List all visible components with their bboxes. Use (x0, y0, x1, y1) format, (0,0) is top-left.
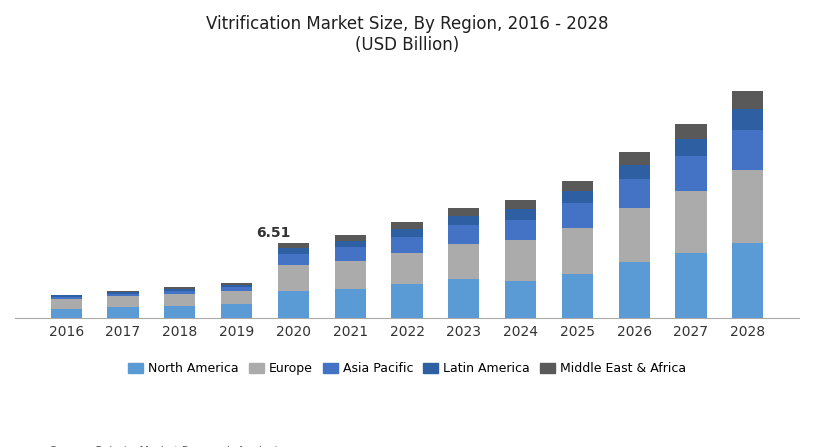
Bar (732, 170, 764, 243)
Bar (164, 294, 195, 306)
Bar (619, 179, 650, 208)
Bar (732, 110, 764, 130)
Bar (619, 152, 650, 165)
Bar (732, 130, 764, 170)
Bar (107, 291, 138, 292)
Legend: North America, Europe, Asia Pacific, Latin America, Middle East & Africa: North America, Europe, Asia Pacific, Lat… (123, 357, 691, 380)
Bar (335, 261, 365, 289)
Bar (392, 284, 422, 318)
Bar (676, 156, 707, 191)
Bar (732, 91, 764, 110)
Bar (221, 284, 252, 287)
Bar (676, 253, 707, 318)
Bar (107, 294, 138, 296)
Bar (562, 203, 593, 228)
Bar (278, 248, 309, 253)
Bar (562, 191, 593, 203)
Bar (221, 291, 252, 304)
Bar (392, 253, 422, 284)
Bar (107, 296, 138, 307)
Bar (50, 299, 82, 308)
Bar (505, 281, 536, 318)
Bar (278, 243, 309, 248)
Bar (164, 291, 195, 294)
Bar (392, 229, 422, 237)
Bar (676, 124, 707, 139)
Bar (50, 295, 82, 297)
Bar (619, 165, 650, 179)
Bar (50, 308, 82, 318)
Bar (619, 208, 650, 262)
Title: Vitrification Market Size, By Region, 2016 - 2028
(USD Billion): Vitrification Market Size, By Region, 20… (206, 15, 608, 54)
Bar (505, 240, 536, 281)
Bar (164, 289, 195, 291)
Bar (449, 216, 479, 225)
Bar (449, 278, 479, 318)
Bar (107, 307, 138, 318)
Bar (335, 247, 365, 261)
Bar (449, 208, 479, 216)
Bar (619, 262, 650, 318)
Bar (562, 274, 593, 318)
Bar (278, 291, 309, 318)
Bar (221, 287, 252, 291)
Bar (505, 200, 536, 209)
Bar (676, 191, 707, 253)
Text: 6.51: 6.51 (256, 226, 291, 240)
Bar (335, 240, 365, 247)
Bar (392, 222, 422, 229)
Bar (505, 209, 536, 219)
Bar (505, 219, 536, 240)
Bar (335, 289, 365, 318)
Bar (221, 283, 252, 284)
Bar (164, 287, 195, 289)
Bar (107, 292, 138, 294)
Bar (449, 244, 479, 278)
Bar (50, 297, 82, 299)
Bar (562, 228, 593, 274)
Bar (335, 235, 365, 240)
Bar (562, 181, 593, 191)
Bar (164, 306, 195, 318)
Bar (278, 253, 309, 265)
Bar (449, 225, 479, 244)
Bar (278, 265, 309, 291)
Bar (676, 139, 707, 156)
Bar (392, 237, 422, 253)
Text: Source: Polaris  Market Research Analysis: Source: Polaris Market Research Analysis (49, 446, 282, 447)
Bar (221, 304, 252, 318)
Bar (732, 243, 764, 318)
